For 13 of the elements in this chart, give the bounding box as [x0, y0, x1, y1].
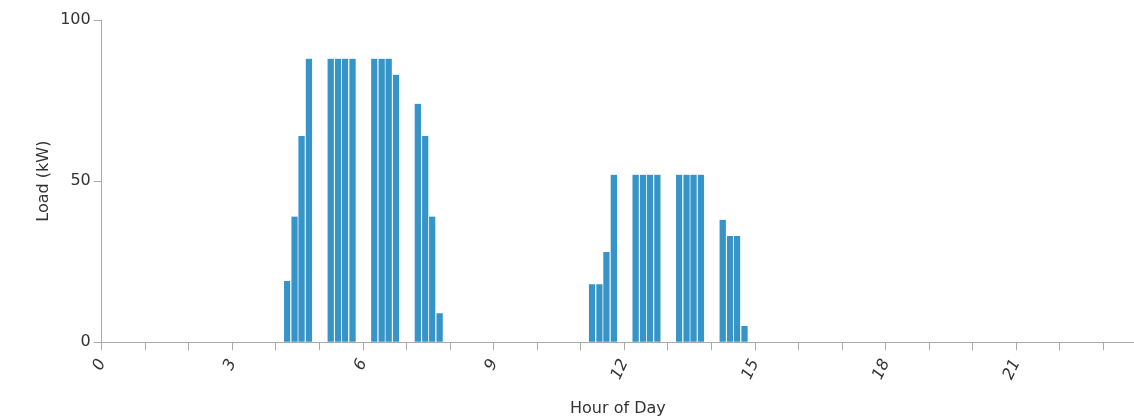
x-tick-label: 15 [736, 355, 763, 383]
x-tick-label: 0 [87, 355, 110, 373]
x-tick-label: 3 [218, 355, 240, 373]
y-tick-label: 50 [70, 170, 91, 190]
x-tick-label: 9 [479, 355, 502, 373]
x-tick-label: 12 [605, 355, 632, 383]
y-tick-label: 0 [80, 331, 91, 351]
x-tick-label: 18 [867, 355, 894, 383]
x-tick-label: 6 [348, 355, 371, 373]
y-tick-label: 100 [60, 9, 91, 29]
y-axis-title: Load (kW) [32, 140, 52, 222]
x-tick-label: 21 [997, 355, 1024, 383]
x-axis-title: Hour of Day [570, 397, 666, 417]
